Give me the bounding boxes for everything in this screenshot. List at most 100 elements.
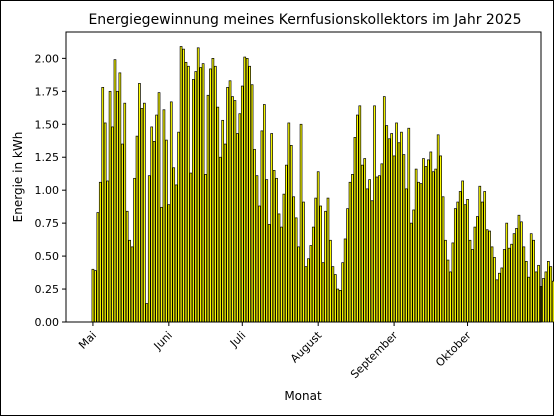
bar — [309, 245, 313, 323]
bar — [143, 102, 146, 323]
bar — [238, 113, 242, 323]
bar — [243, 56, 247, 323]
bar — [140, 108, 144, 323]
bar — [463, 204, 467, 323]
bar — [314, 197, 318, 323]
bar — [405, 188, 408, 323]
bar — [466, 199, 469, 323]
bar — [515, 228, 518, 323]
bar — [172, 167, 176, 323]
bar — [233, 100, 237, 323]
bar — [160, 206, 163, 323]
bar — [123, 102, 127, 323]
bar — [365, 188, 369, 323]
bar — [429, 151, 433, 323]
bar — [368, 179, 371, 323]
bar — [434, 168, 438, 323]
bar — [250, 84, 254, 323]
bar — [493, 257, 496, 323]
bar — [157, 92, 161, 323]
bar — [167, 204, 171, 323]
bar — [103, 122, 107, 323]
bar — [520, 221, 523, 323]
bar — [285, 164, 288, 323]
bar — [456, 201, 460, 323]
bar — [152, 141, 156, 323]
bar — [253, 148, 256, 323]
bar — [174, 184, 178, 323]
bar — [319, 205, 322, 323]
bar — [397, 142, 401, 323]
bar — [162, 109, 166, 323]
bar — [417, 181, 420, 323]
bar — [228, 80, 232, 323]
bar — [346, 208, 349, 323]
bar — [370, 200, 374, 323]
bar — [240, 85, 244, 323]
bar — [400, 131, 403, 323]
bar — [336, 288, 340, 323]
bar — [199, 67, 203, 323]
chart-title: Energiegewinnung meines Kernfusionskolle… — [88, 12, 521, 28]
bar — [412, 209, 416, 323]
bar — [356, 114, 359, 323]
x-axis-label: Monat — [284, 389, 322, 403]
bar — [510, 243, 513, 323]
bar — [485, 229, 489, 323]
bar — [382, 96, 386, 323]
bar — [272, 170, 276, 323]
bar — [98, 181, 102, 323]
bar — [135, 135, 139, 323]
bar — [441, 196, 445, 323]
bar — [245, 58, 249, 323]
plot-frame — [65, 31, 542, 323]
bar — [375, 176, 379, 323]
bar — [534, 271, 538, 323]
y-tick-label: 1.25 — [35, 151, 60, 164]
bar — [444, 239, 447, 323]
bar — [378, 175, 381, 323]
bar — [111, 126, 114, 323]
bars-layer — [91, 46, 554, 323]
bar — [258, 205, 261, 323]
bar — [424, 166, 428, 323]
bar — [194, 71, 198, 323]
bar — [165, 139, 168, 323]
bar — [324, 210, 327, 323]
bar — [341, 262, 345, 323]
bar — [302, 201, 305, 323]
bar — [529, 233, 533, 323]
bar — [358, 105, 362, 323]
bar — [307, 258, 310, 323]
bar — [461, 180, 464, 323]
bar — [409, 222, 413, 323]
bar — [155, 114, 158, 323]
bar — [331, 266, 335, 323]
bar — [407, 127, 411, 323]
bar — [439, 155, 442, 323]
bar — [351, 174, 354, 323]
bar — [280, 226, 283, 323]
y-tick-label: 1.00 — [35, 184, 60, 197]
bar — [214, 65, 217, 323]
bar — [380, 163, 384, 323]
bar — [125, 210, 129, 323]
bar — [263, 104, 266, 323]
bar — [138, 83, 141, 323]
bar — [348, 181, 352, 323]
bar — [287, 122, 291, 323]
bar — [451, 242, 455, 323]
bar — [294, 217, 298, 323]
bar — [468, 239, 472, 323]
bar — [436, 134, 440, 323]
bar — [524, 261, 528, 323]
bar — [316, 171, 320, 323]
bar — [517, 214, 521, 323]
bar — [338, 290, 342, 323]
bar — [189, 172, 193, 323]
bar — [187, 65, 190, 323]
bar — [326, 197, 330, 323]
bar — [275, 177, 278, 323]
